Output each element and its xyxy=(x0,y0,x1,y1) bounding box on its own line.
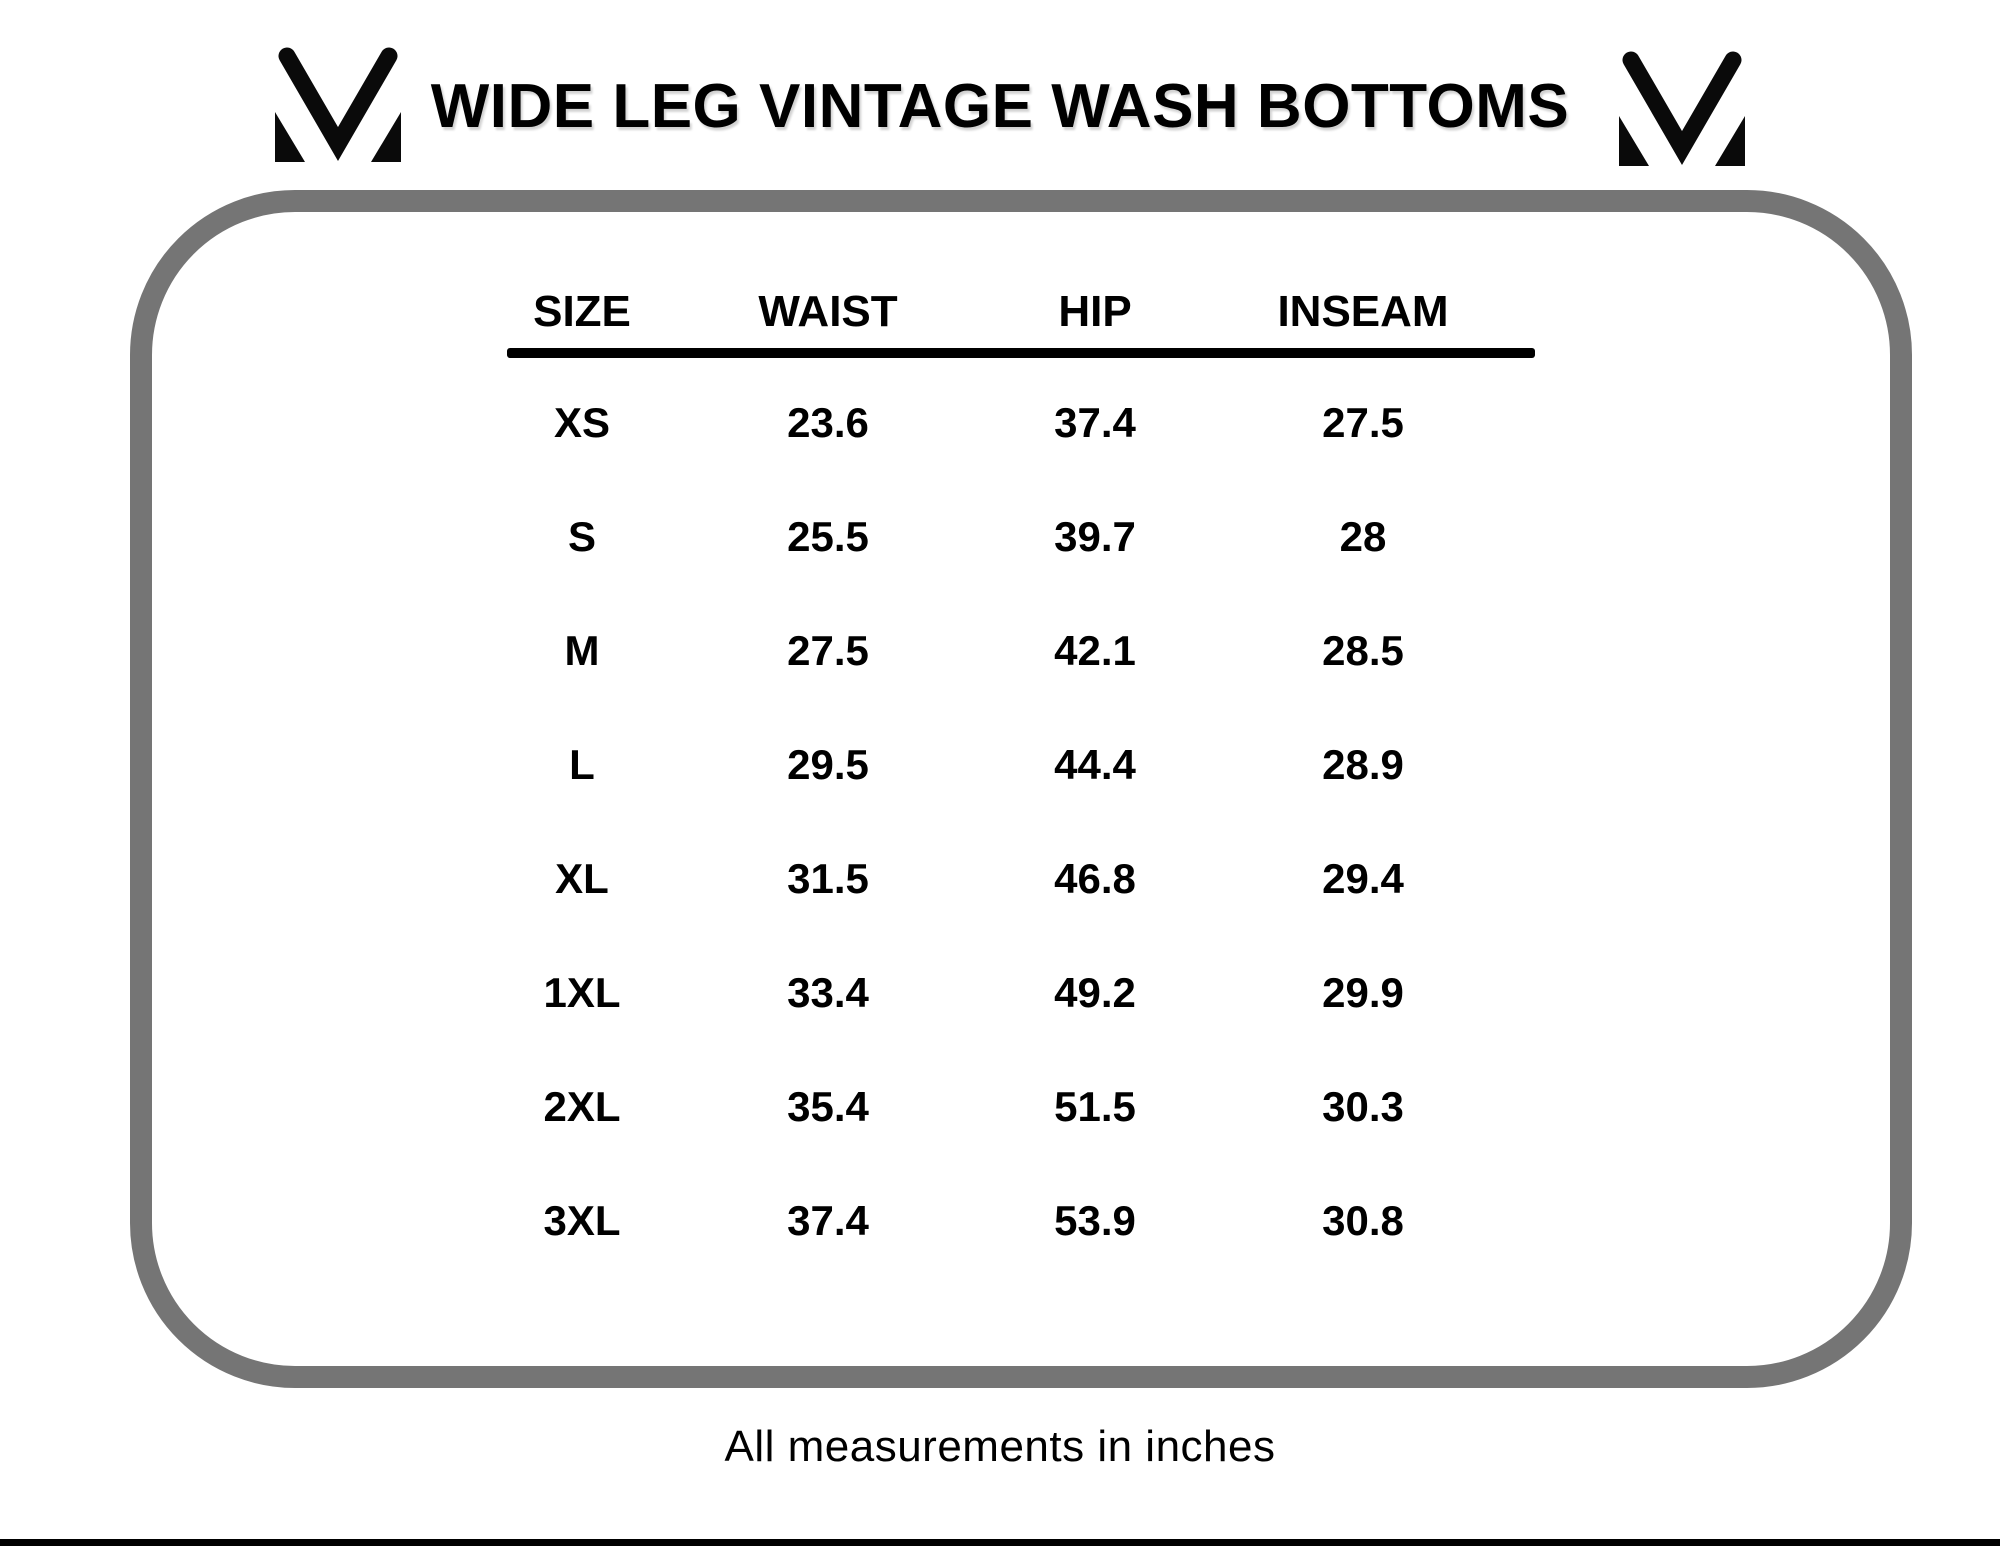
bottom-edge-bar xyxy=(0,1539,2000,1546)
size-label: 1XL xyxy=(543,969,621,1016)
size-label: 2XL xyxy=(543,1083,621,1130)
inseam-value: 28 xyxy=(1339,513,1387,560)
waist-value: 23.6 xyxy=(787,399,869,446)
inseam-value: 30.8 xyxy=(1322,1197,1404,1244)
inseam-value: 30.3 xyxy=(1322,1083,1404,1130)
hip-value: 49.2 xyxy=(1054,969,1136,1016)
waist-value: 35.4 xyxy=(787,1083,869,1130)
size-label: XL xyxy=(555,855,609,902)
size-label: XS xyxy=(553,399,611,446)
measurements-note: All measurements in inches xyxy=(724,1422,1276,1471)
inseam-value: 28.5 xyxy=(1322,627,1404,674)
mv-monogram-icon xyxy=(1619,51,1745,166)
size-label: 3XL xyxy=(543,1197,621,1244)
mv-monogram-icon xyxy=(275,47,401,162)
hip-value: 42.1 xyxy=(1054,627,1136,674)
waist-value: 33.4 xyxy=(787,969,869,1016)
inseam-value: 29.4 xyxy=(1322,855,1404,902)
table-header-row: SIZE WAIST HIP INSEAM xyxy=(507,280,1535,344)
waist-value: 31.5 xyxy=(787,855,869,902)
column-header-size: SIZE xyxy=(533,287,631,336)
header-underline xyxy=(507,348,1535,358)
column-header-waist: WAIST xyxy=(758,287,898,336)
hip-value: 46.8 xyxy=(1054,855,1136,902)
waist-value: 25.5 xyxy=(787,513,869,560)
page-title: WIDE LEG VINTAGE WASH BOTTOMS xyxy=(430,72,1570,141)
size-chart-table: SIZE WAIST HIP INSEAM XS 23.6 37.4 27.5 … xyxy=(507,280,1535,1278)
hip-value: 39.7 xyxy=(1054,513,1136,560)
hip-value: 51.5 xyxy=(1054,1083,1136,1130)
column-header-hip: HIP xyxy=(1058,287,1132,336)
table-body: XS 23.6 37.4 27.5 S 25.5 39.7 28 M 27.5 … xyxy=(507,366,1535,1278)
waist-value: 27.5 xyxy=(787,627,869,674)
inseam-value: 27.5 xyxy=(1322,399,1404,446)
size-label: S xyxy=(567,513,596,560)
waist-value: 37.4 xyxy=(787,1197,869,1244)
inseam-value: 29.9 xyxy=(1322,969,1404,1016)
inseam-value: 28.9 xyxy=(1322,741,1404,788)
column-header-inseam: INSEAM xyxy=(1277,287,1449,336)
size-label: M xyxy=(564,627,600,674)
chart-frame xyxy=(130,190,1912,1388)
hip-value: 44.4 xyxy=(1054,741,1136,788)
waist-value: 29.5 xyxy=(787,741,869,788)
hip-value: 53.9 xyxy=(1054,1197,1136,1244)
hip-value: 37.4 xyxy=(1054,399,1136,446)
brand-logo-left xyxy=(272,44,404,164)
size-label: L xyxy=(569,741,595,788)
brand-logo-right xyxy=(1616,48,1748,168)
